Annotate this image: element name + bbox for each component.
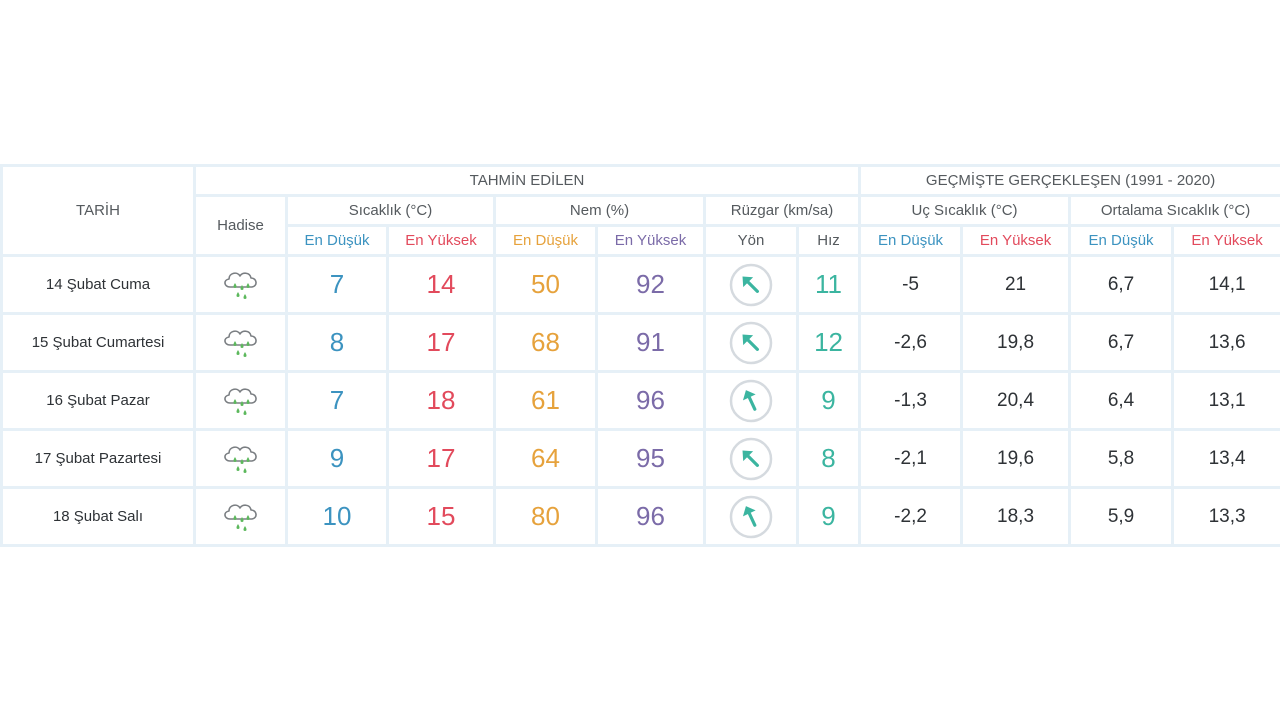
wind-direction-cell [703,486,799,547]
wind-direction-header: Yön [703,224,799,257]
humidity-min-cell: 68 [493,312,598,373]
extreme-max-cell: 19,6 [960,428,1072,489]
humidity-max-header: En Yüksek [595,224,706,257]
northwest-arrow-icon [729,437,773,480]
average-max-cell: 14,1 [1171,254,1280,315]
extreme-min-header: En Düşük [858,224,964,257]
event-column-header: Hadise [193,194,288,257]
date-column-header: TARİH [0,164,196,257]
wind-header: Rüzgar (km/sa) [702,194,862,227]
extreme-min-cell: -1,3 [858,370,964,431]
extreme-max-header: En Yüksek [960,224,1072,257]
extreme-max-cell: 19,8 [960,312,1072,373]
historical-group-header: GEÇMİŞTE GERÇEKLEŞEN (1991 - 2020) [858,164,1280,197]
northwest-arrow-icon [729,321,773,364]
table-row: 15 Şubat Cumartesi 8 17 68 91 [0,312,1280,373]
extreme-max-cell: 18,3 [960,486,1072,547]
table-row: 18 Şubat Salı 10 15 80 96 9 [0,486,1280,547]
rain-cloud-icon [193,370,288,431]
average-min-cell: 6,4 [1068,370,1175,431]
wind-speed-cell: 12 [795,312,862,373]
humidity-max-cell: 96 [595,370,706,431]
average-max-cell: 13,3 [1171,486,1280,547]
humidity-max-cell: 95 [595,428,706,489]
average-min-header: En Düşük [1068,224,1175,257]
table-row: 16 Şubat Pazar 7 18 61 96 9 [0,370,1280,431]
average-max-header: En Yüksek [1171,224,1280,257]
wind-speed-cell: 8 [795,428,862,489]
forecast-group-header: TAHMİN EDİLEN [192,164,862,197]
average-max-cell: 13,6 [1171,312,1280,373]
average-min-cell: 5,8 [1068,428,1175,489]
wind-speed-cell: 9 [795,486,862,547]
northwest-arrow-icon [729,263,773,306]
date-cell: 17 Şubat Pazartesi [0,428,196,489]
wind-speed-cell: 9 [795,370,862,431]
temp-min-cell: 10 [285,486,389,547]
date-cell: 18 Şubat Salı [0,486,196,547]
humidity-min-cell: 64 [493,428,598,489]
temp-max-cell: 14 [386,254,496,315]
extreme-min-cell: -5 [858,254,964,315]
average-max-cell: 13,1 [1171,370,1280,431]
humidity-min-header: En Düşük [493,224,598,257]
temp-max-cell: 17 [386,428,496,489]
extreme-max-cell: 21 [960,254,1072,315]
rain-cloud-icon [193,254,288,315]
wind-direction-cell [703,254,799,315]
north-northwest-arrow-icon [729,495,773,538]
average-min-cell: 6,7 [1068,312,1175,373]
temp-min-cell: 9 [285,428,389,489]
forecast-table: TARİH TAHMİN EDİLEN GEÇMİŞTE GERÇEKLEŞEN… [0,164,1280,547]
temp-max-cell: 15 [386,486,496,547]
extreme-temperature-header: Uç Sıcaklık (°C) [858,194,1072,227]
humidity-max-cell: 91 [595,312,706,373]
extreme-min-cell: -2,2 [858,486,964,547]
table-row: 17 Şubat Pazartesi 9 17 64 95 [0,428,1280,489]
wind-speed-cell: 11 [795,254,862,315]
temp-min-cell: 8 [285,312,389,373]
wind-direction-cell [703,428,799,489]
humidity-max-cell: 96 [595,486,706,547]
average-min-cell: 6,7 [1068,254,1175,315]
extreme-min-cell: -2,1 [858,428,964,489]
average-min-cell: 5,9 [1068,486,1175,547]
humidity-header: Nem (%) [493,194,706,227]
average-max-cell: 13,4 [1171,428,1280,489]
temp-min-cell: 7 [285,254,389,315]
temp-max-header: En Yüksek [386,224,496,257]
humidity-max-cell: 92 [595,254,706,315]
rain-cloud-icon [193,486,288,547]
north-northwest-arrow-icon [729,379,773,422]
humidity-min-cell: 50 [493,254,598,315]
temperature-header: Sıcaklık (°C) [285,194,496,227]
rain-cloud-icon [193,428,288,489]
date-cell: 15 Şubat Cumartesi [0,312,196,373]
temp-min-header: En Düşük [285,224,389,257]
humidity-min-cell: 80 [493,486,598,547]
humidity-min-cell: 61 [493,370,598,431]
wind-speed-header: Hız [795,224,862,257]
wind-direction-cell [703,312,799,373]
table-row: 14 Şubat Cuma 7 14 50 92 11 [0,254,1280,315]
extreme-max-cell: 20,4 [960,370,1072,431]
date-cell: 16 Şubat Pazar [0,370,196,431]
temp-min-cell: 7 [285,370,389,431]
temp-max-cell: 17 [386,312,496,373]
extreme-min-cell: -2,6 [858,312,964,373]
wind-direction-cell [703,370,799,431]
forecast-table-container: TARİH TAHMİN EDİLEN GEÇMİŞTE GERÇEKLEŞEN… [0,164,1280,547]
rain-cloud-icon [193,312,288,373]
date-cell: 14 Şubat Cuma [0,254,196,315]
average-temperature-header: Ortalama Sıcaklık (°C) [1068,194,1280,227]
temp-max-cell: 18 [386,370,496,431]
